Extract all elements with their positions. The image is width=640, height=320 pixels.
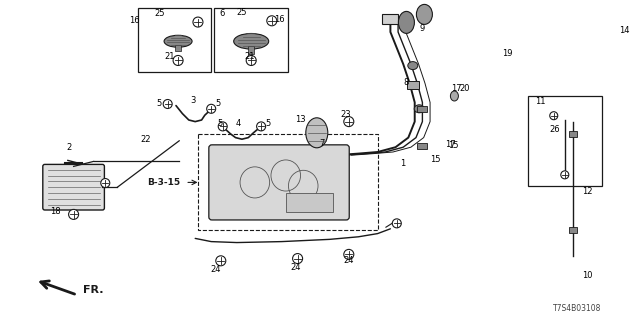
Text: 3: 3 [191,96,196,105]
Ellipse shape [408,61,418,69]
Circle shape [392,219,401,228]
Bar [138,8,211,72]
Ellipse shape [414,105,424,113]
Circle shape [68,209,79,220]
Text: 10: 10 [582,271,592,280]
Text: 17: 17 [445,140,456,149]
Bar [286,193,333,212]
Circle shape [561,171,569,179]
Circle shape [344,249,354,260]
Text: 2: 2 [67,143,72,152]
Text: 6: 6 [219,9,224,18]
Text: 22: 22 [140,135,150,144]
Ellipse shape [306,118,328,148]
Text: 19: 19 [502,49,512,58]
Text: 11: 11 [535,97,545,106]
Ellipse shape [417,4,433,24]
Text: 16: 16 [274,15,285,24]
Text: 4: 4 [236,119,241,128]
Text: 23: 23 [340,110,351,119]
Bar [407,81,419,89]
Bar [528,96,602,186]
Ellipse shape [451,91,458,101]
Text: 25: 25 [155,9,165,18]
Text: 1: 1 [400,159,405,168]
Text: 15: 15 [448,141,458,150]
Ellipse shape [164,35,192,47]
Text: 7: 7 [319,139,324,148]
Circle shape [173,55,183,66]
Text: 15: 15 [430,156,440,164]
Text: 20: 20 [460,84,470,93]
Text: 21: 21 [164,52,175,61]
Text: 8: 8 [403,78,408,87]
Text: 5: 5 [156,100,161,108]
Text: 21: 21 [244,52,255,61]
Circle shape [344,116,354,127]
Bar [248,46,254,54]
Circle shape [246,55,256,66]
Text: 13: 13 [296,116,306,124]
Text: 18: 18 [50,207,60,216]
Circle shape [207,104,216,113]
Circle shape [550,112,558,120]
Text: 24: 24 [291,263,301,272]
Text: 5: 5 [216,100,221,108]
Circle shape [218,122,227,131]
Bar [198,134,378,230]
Text: 26: 26 [549,125,560,134]
Bar [417,106,428,112]
Text: T7S4B03108: T7S4B03108 [553,304,602,313]
Circle shape [216,256,226,266]
Text: 24: 24 [344,256,354,265]
Text: 9: 9 [420,24,425,33]
Bar [417,143,428,148]
Text: B-3-15: B-3-15 [147,178,180,187]
Text: FR.: FR. [83,285,104,295]
Text: 17: 17 [451,84,462,93]
Circle shape [100,179,110,188]
Text: 12: 12 [582,188,592,196]
Bar [383,14,398,24]
Text: 5: 5 [218,119,223,128]
Text: 14: 14 [620,26,630,35]
Bar [569,132,577,137]
FancyBboxPatch shape [43,164,104,210]
Ellipse shape [398,12,415,33]
Circle shape [292,253,303,264]
Text: 24: 24 [211,265,221,274]
Text: 25: 25 [237,8,247,17]
Text: 5: 5 [266,119,271,128]
Circle shape [163,100,172,108]
Bar [214,8,288,72]
Circle shape [193,17,203,27]
Bar [175,45,181,51]
Bar [569,228,577,233]
Circle shape [257,122,266,131]
Circle shape [267,16,277,26]
FancyBboxPatch shape [209,145,349,220]
Ellipse shape [234,34,269,49]
Text: 16: 16 [129,16,140,25]
